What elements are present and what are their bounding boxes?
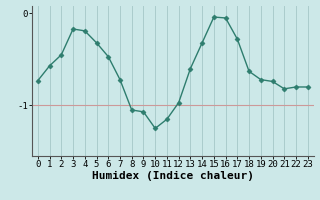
X-axis label: Humidex (Indice chaleur): Humidex (Indice chaleur) [92, 171, 254, 181]
